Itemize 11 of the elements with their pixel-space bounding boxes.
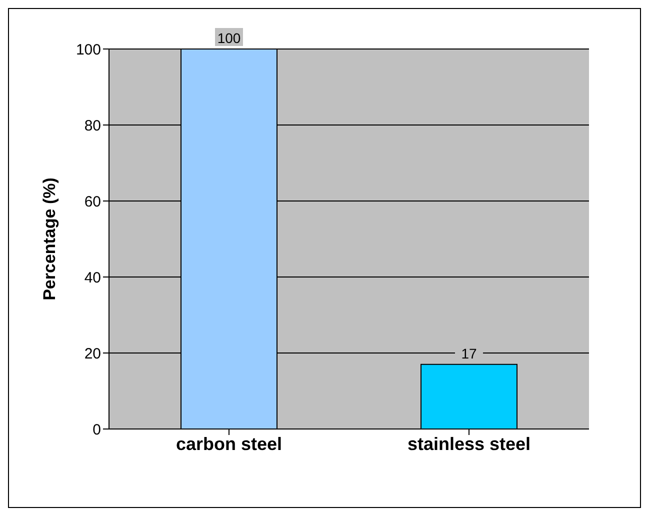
y-tick-label: 40 xyxy=(84,269,101,286)
x-tick-label: stainless steel xyxy=(407,434,531,454)
y-tick-label: 100 xyxy=(76,41,101,58)
y-tick-label: 80 xyxy=(84,117,101,134)
y-tick-label: 60 xyxy=(84,193,101,210)
data-label: 100 xyxy=(217,30,241,46)
data-label: 17 xyxy=(461,345,477,362)
x-tick-label: carbon steel xyxy=(176,434,282,454)
y-axis-title: Percentage (%) xyxy=(40,178,60,300)
y-tick-label: 0 xyxy=(92,421,101,438)
y-tick-label: 20 xyxy=(84,345,101,362)
